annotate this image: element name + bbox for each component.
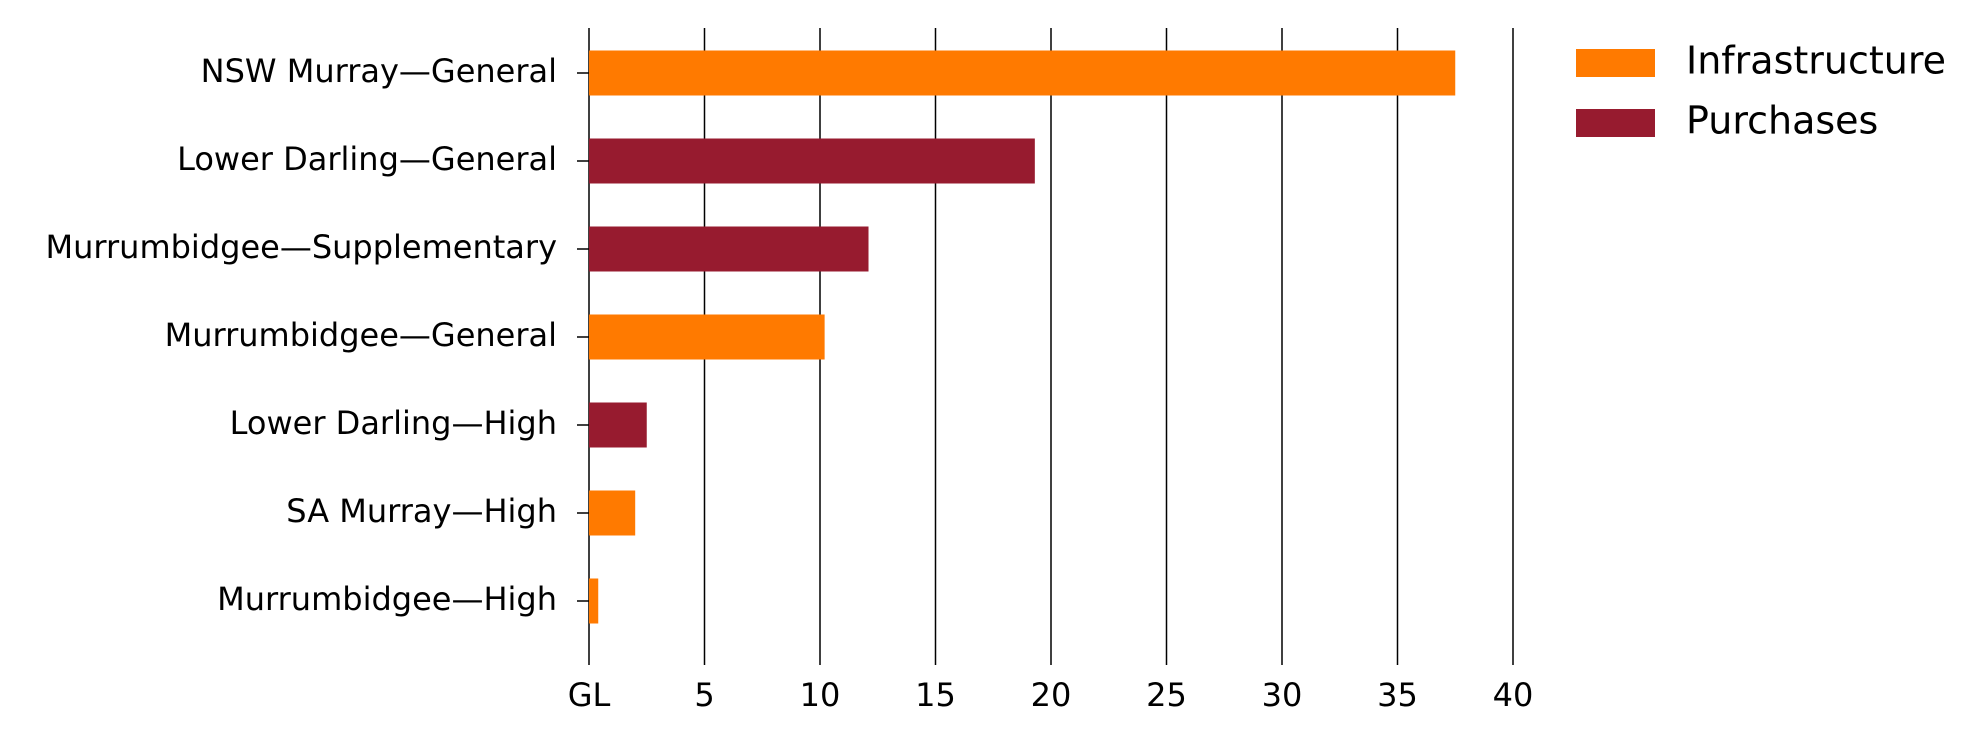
bar [589, 402, 647, 448]
bar [589, 226, 869, 272]
legend-label: Infrastructure [1686, 39, 1946, 83]
y-tick-label: Murrumbidgee—General [165, 316, 557, 354]
y-tick-label: Lower Darling—General [177, 140, 557, 178]
bar [589, 138, 1035, 184]
x-tick-label: 30 [1262, 676, 1303, 714]
bar [589, 578, 599, 624]
bar [589, 314, 825, 360]
x-tick-label: 15 [915, 676, 956, 714]
y-tick-label: Murrumbidgee—Supplementary [46, 228, 557, 266]
x-tick-label: 35 [1377, 676, 1418, 714]
x-tick-label: 5 [694, 676, 714, 714]
bar [589, 490, 636, 536]
legend-swatch [1576, 49, 1655, 77]
bar [589, 50, 1456, 96]
x-tick-label: GL [568, 676, 611, 714]
x-tick-label: 25 [1146, 676, 1187, 714]
legend-swatch [1576, 109, 1655, 137]
y-tick-label: Lower Darling—High [230, 404, 557, 442]
y-tick-label: SA Murray—High [286, 492, 557, 530]
legend-label: Purchases [1686, 99, 1878, 143]
x-tick-label: 40 [1493, 676, 1534, 714]
y-tick-label: Murrumbidgee—High [217, 580, 557, 618]
x-tick-label: 20 [1031, 676, 1072, 714]
y-tick-label: NSW Murray—General [201, 52, 557, 90]
x-tick-label: 10 [800, 676, 841, 714]
